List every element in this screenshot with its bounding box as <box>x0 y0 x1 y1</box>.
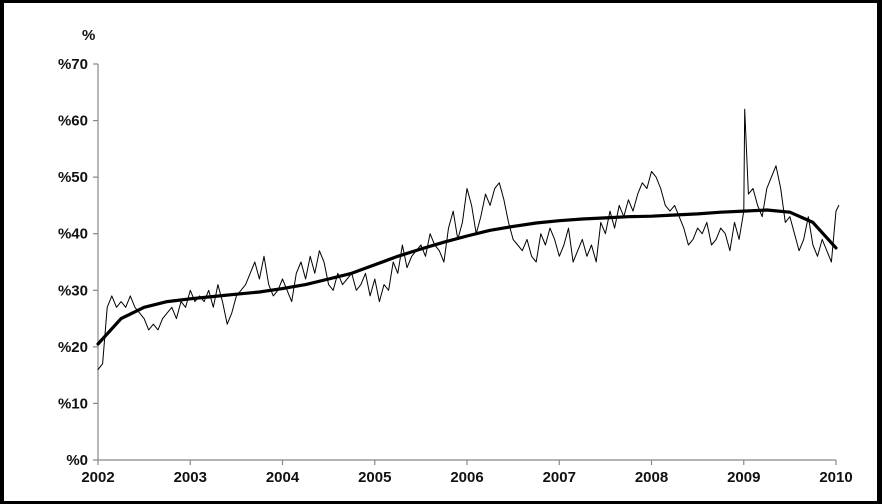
x-tick-label: 2003 <box>174 469 207 486</box>
axes: %0 %10 %20 %30 %40 %50 %60 %70 2002 2003 2004 2005 2… <box>58 56 853 486</box>
y-tick-label: %60 <box>58 113 88 130</box>
y-unit-label: % <box>82 27 95 44</box>
y-tick-label: %50 <box>58 169 88 186</box>
y-tick-label: %20 <box>58 339 88 356</box>
x-tick-label: 2004 <box>266 469 300 486</box>
x-tick-label: 2005 <box>358 469 391 486</box>
x-tick-label: 2002 <box>81 469 114 486</box>
y-tick-label: %70 <box>58 56 88 73</box>
series-layer <box>96 108 840 370</box>
x-tick-label: 2006 <box>450 469 483 486</box>
x-tick-label: 2009 <box>727 469 760 486</box>
observed-series-line <box>97 108 840 370</box>
y-tick-label: %30 <box>58 282 88 299</box>
y-tick-label: %0 <box>66 452 88 469</box>
y-tick-label: %40 <box>58 226 88 243</box>
x-tick-label: 2008 <box>635 469 668 486</box>
x-tick-label: 2007 <box>543 469 576 486</box>
x-tick-label: 2010 <box>819 469 852 486</box>
trend-line <box>96 208 838 346</box>
y-tick-label: %10 <box>58 395 88 412</box>
